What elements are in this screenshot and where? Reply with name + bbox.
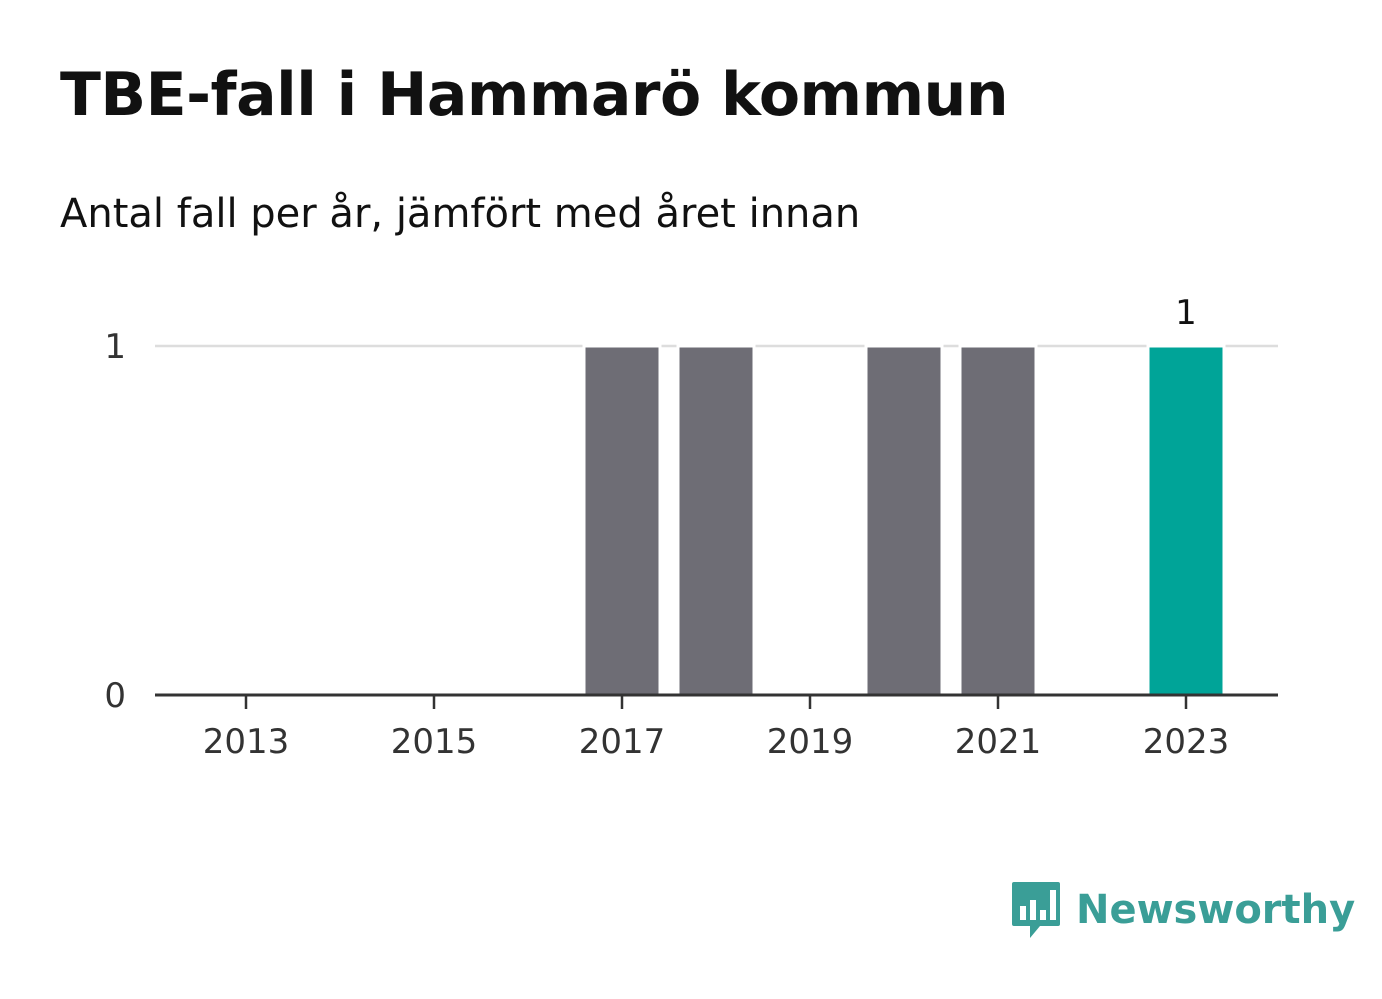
y-tick-label: 1: [104, 327, 126, 367]
chart-title: TBE-fall i Hammarö kommun: [60, 60, 1009, 130]
x-tick-label: 2021: [955, 722, 1042, 762]
x-tick-label: 2019: [767, 722, 854, 762]
x-tick-label: 2015: [391, 722, 478, 762]
x-tick-label: 2017: [579, 722, 666, 762]
brand-logo: Newsworthy: [1010, 878, 1355, 942]
data-label: 1: [1175, 293, 1197, 333]
y-tick-label: 0: [104, 676, 126, 716]
newsworthy-logo-icon: [1012, 882, 1060, 938]
x-tick-label: 2013: [203, 722, 290, 762]
bar: [864, 344, 944, 697]
bar: [582, 344, 662, 697]
bar: [676, 344, 756, 697]
bar: [1146, 344, 1226, 697]
chart-subtitle: Antal fall per år, jämfört med året inna…: [60, 191, 861, 237]
x-tick-label: 2023: [1143, 722, 1230, 762]
bar: [958, 344, 1038, 697]
brand-name: Newsworthy: [1076, 887, 1356, 933]
